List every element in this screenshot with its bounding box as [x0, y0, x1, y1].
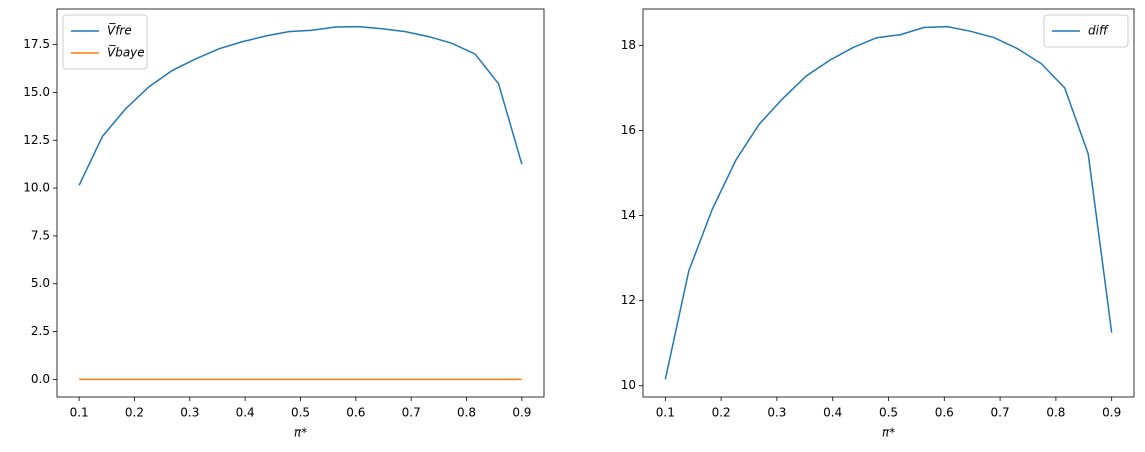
x-tick-label: 0.7: [402, 406, 421, 420]
y-tick-label: 17.5: [23, 37, 50, 51]
y-tick-label: 10.0: [23, 181, 50, 195]
x-tick-label: 0.6: [935, 406, 954, 420]
x-tick-label: 0.4: [236, 406, 255, 420]
x-tick-label: 0.2: [712, 406, 731, 420]
y-tick-label: 7.5: [31, 228, 50, 242]
y-tick-label: 10: [621, 378, 636, 392]
legend-label: V̅baye: [107, 44, 145, 59]
series-line: [664, 25, 1113, 380]
x-tick-label: 0.3: [180, 406, 199, 420]
x-tick-label: 0.1: [656, 406, 675, 420]
x-tick-label: 0.3: [767, 406, 786, 420]
y-tick-label: 12: [621, 293, 636, 307]
x-axis-label: π*: [294, 426, 307, 440]
y-tick-label: 0.0: [31, 372, 50, 386]
legend-box: [62, 14, 148, 70]
x-tick-label: 0.8: [1046, 406, 1065, 420]
y-tick-label: 2.5: [31, 324, 50, 338]
x-tick-label: 0.8: [457, 406, 476, 420]
x-tick-label: 0.7: [991, 406, 1010, 420]
y-tick-label: 15.0: [23, 85, 50, 99]
x-tick-label: 0.9: [512, 406, 531, 420]
y-tick-label: 12.5: [23, 133, 50, 147]
axes-frame: [642, 8, 1135, 398]
legend-label: diff: [1088, 24, 1109, 38]
x-tick-label: 0.5: [291, 406, 310, 420]
x-tick-label: 0.6: [346, 406, 365, 420]
x-tick-label: 0.2: [125, 406, 144, 420]
series-line: [78, 25, 523, 186]
y-tick-label: 5.0: [31, 276, 50, 290]
y-tick-label: 16: [621, 123, 636, 137]
x-tick-label: 0.4: [823, 406, 842, 420]
y-tick-label: 14: [621, 208, 636, 222]
x-tick-label: 0.1: [70, 406, 89, 420]
x-tick-label: 0.9: [1102, 406, 1121, 420]
x-tick-label: 0.5: [879, 406, 898, 420]
legend-label: V̅fre: [107, 22, 132, 37]
y-tick-label: 18: [621, 38, 636, 52]
x-axis-label: π*: [882, 426, 895, 440]
legend-box: [1043, 14, 1129, 48]
